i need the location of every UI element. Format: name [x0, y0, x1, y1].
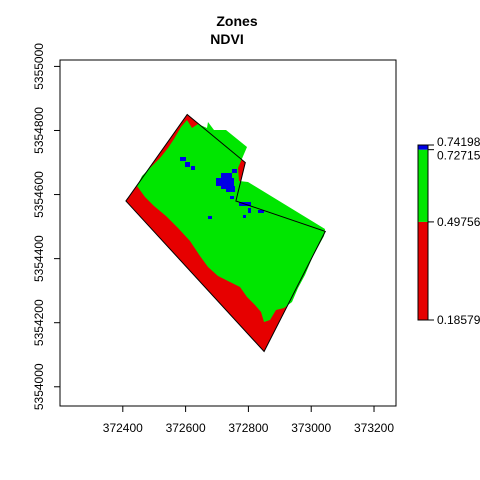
x-tick-label: 372400 — [103, 421, 143, 435]
x-tick-label: 373000 — [291, 421, 331, 435]
high-ndvi-patch — [230, 196, 234, 199]
x-tick-3: 373000 — [291, 406, 332, 435]
y-tick-label: 5354800 — [32, 107, 46, 154]
x-tick-1: 372600 — [166, 406, 206, 435]
field-boundary — [125, 113, 327, 353]
y-tick-label: 5355000 — [32, 43, 46, 90]
legend-entry-1: 0.49756 — [428, 215, 480, 229]
legend-frame — [417, 144, 429, 321]
y-tick-3: 5354600 — [32, 171, 60, 218]
legend-swatch-mid — [418, 149, 428, 222]
legend-swatch-low — [418, 221, 428, 320]
high-ndvi-patch — [258, 210, 264, 213]
color-legend: 0.18579 0.49756 0.72715 0.74198 — [417, 135, 480, 327]
legend-entry-3: 0.74198 — [428, 135, 480, 149]
x-tick-label: 373200 — [354, 421, 394, 435]
y-tick-label: 5354400 — [32, 235, 46, 282]
x-tick-4: 373200 — [354, 406, 394, 435]
y-tick-5: 5355000 — [32, 43, 60, 90]
chart-subtitle: NDVI — [210, 31, 243, 47]
x-tick-label: 372800 — [228, 421, 268, 435]
high-ndvi-patch — [248, 208, 251, 213]
y-tick-2: 5354400 — [32, 235, 60, 282]
high-ndvi-patch — [243, 215, 246, 218]
high-ndvi-patch — [191, 166, 195, 170]
plot-area — [59, 59, 397, 407]
high-ndvi-patch — [208, 216, 212, 219]
legend-label: 0.49756 — [437, 215, 480, 229]
legend-label: 0.74198 — [437, 135, 480, 149]
y-tick-label: 5354600 — [32, 171, 46, 218]
y-tick-label: 5354200 — [32, 299, 46, 346]
high-ndvi-patch — [185, 162, 190, 167]
legend-entry-0: 0.18579 — [428, 313, 480, 327]
x-tick-2: 372800 — [228, 406, 269, 435]
y-tick-4: 5354800 — [32, 107, 60, 154]
y-tick-0: 5354000 — [32, 363, 60, 410]
legend-label: 0.18579 — [437, 313, 480, 327]
y-axis: 5354000 5354200 5354400 5354600 5354800 … — [32, 43, 61, 410]
y-tick-1: 5354200 — [32, 299, 60, 346]
x-tick-label: 372600 — [166, 421, 206, 435]
high-ndvi-patch — [232, 169, 237, 173]
high-ndvi-patch — [226, 186, 235, 192]
high-ndvi-patch — [221, 173, 232, 189]
chart-title: Zones — [216, 13, 257, 29]
x-tick-0: 372400 — [103, 406, 143, 435]
legend-label: 0.72715 — [437, 149, 480, 163]
mid-ndvi-zone — [137, 120, 325, 322]
legend-swatch-high — [418, 145, 428, 150]
x-axis: 372400 372600 372800 373000 373200 — [103, 405, 394, 435]
y-tick-label: 5354000 — [32, 363, 46, 410]
legend-entry-2: 0.72715 — [428, 149, 480, 163]
high-ndvi-patch — [180, 157, 186, 161]
